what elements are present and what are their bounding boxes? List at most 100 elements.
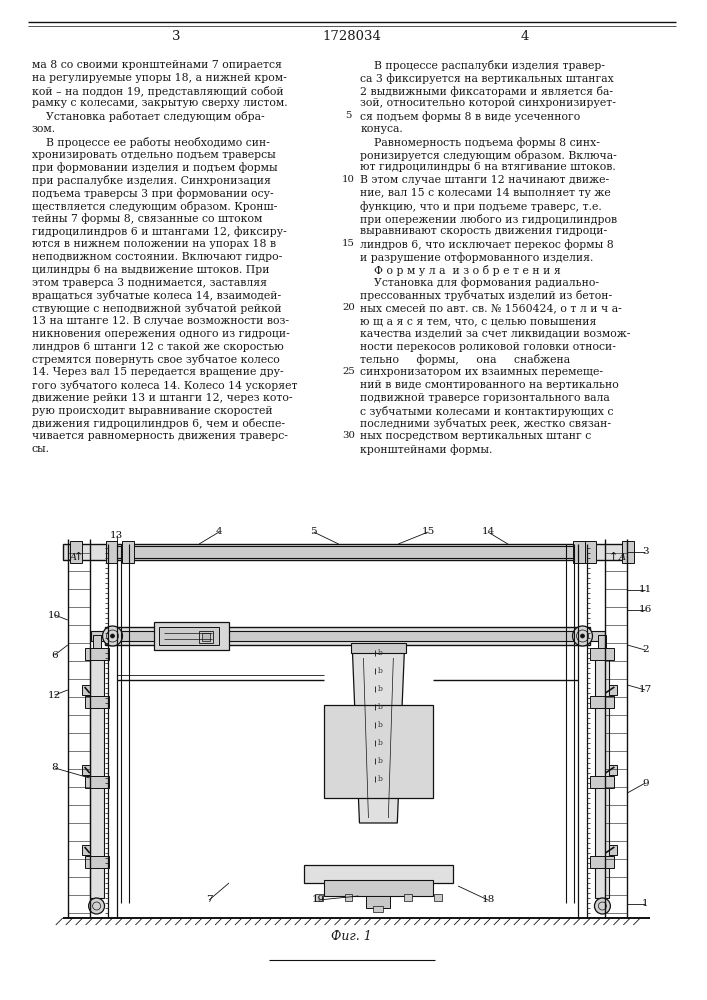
Text: 10: 10 [342, 175, 355, 184]
Text: 13 на штанге 12. В случае возможности воз-: 13 на штанге 12. В случае возможности во… [32, 316, 289, 326]
Text: зой, относительно которой синхронизирует-: зой, относительно которой синхронизирует… [361, 98, 617, 108]
Text: линдров 6, что исключает перекос формы 8: линдров 6, что исключает перекос формы 8 [361, 239, 614, 250]
Bar [324, 880, 433, 896]
Text: 1: 1 [642, 900, 648, 908]
Text: A: A [619, 553, 625, 562]
Text: чивается равномерность движения траверс-: чивается равномерность движения траверс- [32, 431, 288, 441]
Bar [85, 856, 109, 868]
Bar [598, 635, 607, 655]
Text: на регулируемые упоры 18, а нижней кром-: на регулируемые упоры 18, а нижней кром- [32, 73, 286, 83]
Bar [199, 631, 213, 643]
Bar [85, 696, 109, 708]
Text: 19: 19 [312, 896, 325, 904]
Text: b: b [378, 739, 382, 747]
Text: тейны 7 формы 8, связанные со штоком: тейны 7 формы 8, связанные со штоком [32, 214, 262, 224]
Bar [202, 633, 210, 641]
Text: 2 выдвижными фиксаторами и является ба-: 2 выдвижными фиксаторами и является ба- [361, 86, 614, 97]
Bar [585, 541, 597, 563]
Bar [590, 696, 614, 708]
Text: ных смесей по авт. св. № 1560424, о т л и ч а-: ных смесей по авт. св. № 1560424, о т л … [361, 303, 622, 313]
Text: b: b [378, 721, 382, 729]
Text: 18: 18 [481, 896, 494, 904]
Text: подъема траверсы 3 при формовании осу-: подъема траверсы 3 при формовании осу- [32, 188, 274, 199]
Text: Установка работает следующим обра-: Установка работает следующим обра- [32, 111, 264, 122]
Bar [434, 894, 442, 901]
Text: стремятся повернуть свое зубчатое колесо: стремятся повернуть свое зубчатое колесо [32, 354, 279, 365]
Text: Установка для формования радиально-: Установка для формования радиально- [361, 278, 600, 288]
Text: никновения опережения одного из гидроци-: никновения опережения одного из гидроци- [32, 329, 290, 339]
Bar [85, 776, 109, 788]
Text: 3: 3 [172, 30, 180, 43]
Bar [105, 546, 590, 558]
Circle shape [573, 626, 592, 646]
Text: b: b [378, 667, 382, 675]
Text: ↑: ↑ [609, 552, 618, 562]
Bar [373, 906, 383, 912]
Text: гидроцилиндров 6 и штангами 12, фиксиру-: гидроцилиндров 6 и штангами 12, фиксиру- [32, 226, 286, 237]
Text: 5: 5 [345, 111, 351, 120]
Text: b: b [378, 685, 382, 693]
Text: ма 8 со своими кронштейнами 7 опирается: ма 8 со своими кронштейнами 7 опирается [32, 60, 281, 70]
Bar [366, 896, 390, 908]
Text: функцию, что и при подъеме траверс, т.е.: функцию, что и при подъеме траверс, т.е. [361, 201, 602, 212]
Text: ются в нижнем положении на упорах 18 в: ются в нижнем положении на упорах 18 в [32, 239, 276, 249]
Text: конуса.: конуса. [361, 124, 403, 134]
Text: 30: 30 [342, 431, 355, 440]
Bar [351, 643, 407, 653]
Text: 25: 25 [342, 367, 355, 376]
Bar [324, 705, 433, 798]
Text: 9: 9 [642, 778, 648, 788]
Text: 14: 14 [481, 528, 494, 536]
Text: Ф о р м у л а  и з о б р е т е н и я: Ф о р м у л а и з о б р е т е н и я [361, 265, 561, 276]
Bar [573, 541, 585, 563]
Text: ся подъем формы 8 в виде усеченного: ся подъем формы 8 в виде усеченного [361, 111, 580, 122]
Bar [159, 627, 219, 645]
Text: 10: 10 [48, 610, 62, 619]
Text: движения гидроцилиндров 6, чем и обеспе-: движения гидроцилиндров 6, чем и обеспе- [32, 418, 285, 429]
Text: ствующие с неподвижной зубчатой рейкой: ствующие с неподвижной зубчатой рейкой [32, 303, 281, 314]
Circle shape [580, 634, 585, 638]
Text: цилиндры 6 на выдвижение штоков. При: цилиндры 6 на выдвижение штоков. При [32, 265, 269, 275]
Bar [595, 655, 609, 898]
Text: гого зубчатого колеса 14. Колесо 14 ускоряет: гого зубчатого колеса 14. Колесо 14 уско… [32, 380, 298, 391]
Circle shape [110, 634, 115, 638]
Text: при опережении любого из гидроцилиндров: при опережении любого из гидроцилиндров [361, 214, 618, 225]
Circle shape [595, 898, 610, 914]
Text: Равномерность подъема формы 8 синх-: Равномерность подъема формы 8 синх- [361, 137, 600, 148]
Bar [105, 627, 590, 645]
Bar [590, 648, 614, 660]
Text: прессованных трубчатых изделий из бетон-: прессованных трубчатых изделий из бетон- [361, 290, 612, 301]
Text: b: b [378, 703, 382, 711]
Bar [609, 765, 617, 775]
Text: ности перекосов роликовой головки относи-: ности перекосов роликовой головки относи… [361, 342, 617, 352]
Text: кой – на поддон 19, представляющий собой: кой – на поддон 19, представляющий собой [32, 86, 284, 97]
Bar [81, 765, 90, 775]
Text: 13: 13 [110, 530, 123, 540]
Text: синхронизатором их взаимных перемеще-: синхронизатором их взаимных перемеще- [361, 367, 604, 377]
Text: кронштейнами формы.: кронштейнами формы. [361, 444, 493, 455]
Text: В этом случае штанги 12 начинают движе-: В этом случае штанги 12 начинают движе- [361, 175, 609, 185]
Text: хронизировать отдельно подъем траверсы: хронизировать отдельно подъем траверсы [32, 150, 276, 160]
Text: 3: 3 [642, 548, 648, 556]
Text: 4: 4 [520, 30, 529, 43]
Text: подвижной траверсе горизонтального вала: подвижной траверсе горизонтального вала [361, 393, 610, 403]
Text: при распалубке изделия. Синхронизация: при распалубке изделия. Синхронизация [32, 175, 271, 186]
Bar [81, 685, 90, 695]
Bar [590, 856, 614, 868]
Bar [609, 845, 617, 855]
Text: 5: 5 [310, 528, 317, 536]
Text: са 3 фиксируется на вертикальных штангах: са 3 фиксируется на вертикальных штангах [361, 73, 614, 84]
Text: зом.: зом. [32, 124, 56, 134]
Circle shape [88, 898, 105, 914]
Text: качества изделий за счет ликвидации возмож-: качества изделий за счет ликвидации возм… [361, 329, 631, 339]
Text: с зубчатыми колесами и контактирующих с: с зубчатыми колесами и контактирующих с [361, 406, 614, 417]
Text: 11: 11 [638, 585, 652, 594]
Bar [81, 845, 90, 855]
Text: ществляется следующим образом. Кронш-: ществляется следующим образом. Кронш- [32, 201, 277, 212]
Text: ний в виде смонтированного на вертикально: ний в виде смонтированного на вертикальн… [361, 380, 619, 390]
Text: ю щ а я с я тем, что, с целью повышения: ю щ а я с я тем, что, с целью повышения [361, 316, 597, 326]
Bar [404, 894, 412, 901]
Text: сы.: сы. [32, 444, 50, 454]
Text: при формовании изделия и подъем формы: при формовании изделия и подъем формы [32, 162, 277, 173]
Text: В процессе ее работы необходимо син-: В процессе ее работы необходимо син- [32, 137, 270, 148]
